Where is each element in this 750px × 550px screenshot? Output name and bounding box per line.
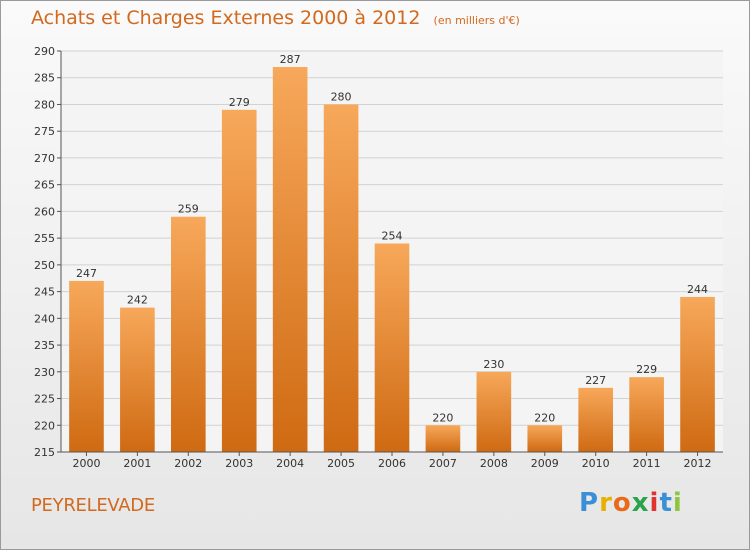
bar-2004 [272, 67, 308, 452]
y-tick-label: 260 [34, 205, 55, 218]
bar-2005 [323, 104, 359, 452]
logo-letter: x [631, 488, 650, 518]
y-tick-label: 270 [34, 152, 55, 165]
bar-2003 [221, 109, 257, 453]
proxiti-logo: Proxiti [579, 488, 683, 518]
logo-letter: i [672, 488, 683, 518]
x-tick-label-2003: 2003 [225, 457, 253, 470]
y-tick-label: 235 [34, 339, 55, 352]
y-tick-label: 240 [34, 312, 55, 325]
bar-2010 [578, 387, 614, 452]
y-tick-label: 220 [34, 419, 55, 432]
y-tick-label: 245 [34, 286, 55, 299]
x-tick-label-2010: 2010 [582, 457, 610, 470]
chart-title: Achats et Charges Externes 2000 à 2012 [31, 7, 421, 29]
x-tick-label-2000: 2000 [72, 457, 100, 470]
data-label-2012: 244 [687, 283, 708, 296]
x-tick-label-2006: 2006 [378, 457, 406, 470]
x-tick-label-2008: 2008 [480, 457, 508, 470]
y-tick-label: 230 [34, 366, 55, 379]
commune-name: PEYRELEVADE [31, 495, 155, 516]
bar-2002 [170, 216, 206, 452]
bar-2001 [120, 307, 155, 452]
data-label-2002: 259 [178, 203, 199, 216]
data-label-2000: 247 [76, 267, 97, 280]
data-label-2004: 287 [280, 53, 301, 66]
logo-letter: P [579, 488, 600, 518]
y-tick-label: 280 [34, 98, 55, 111]
y-tick-label: 250 [34, 259, 55, 272]
y-tick-label: 290 [34, 45, 55, 58]
x-tick-label-2009: 2009 [531, 457, 559, 470]
chart-subtitle: (en milliers d'€) [433, 14, 520, 27]
logo-letter: t [659, 488, 673, 518]
data-label-2001: 242 [127, 294, 148, 307]
y-tick-label: 275 [34, 125, 55, 138]
logo-letter: i [649, 488, 660, 518]
x-tick-label-2001: 2001 [123, 457, 151, 470]
data-label-2007: 220 [432, 411, 453, 424]
logo-letter: o [612, 488, 632, 518]
y-tick-label: 225 [34, 393, 55, 406]
bar-2011 [629, 377, 664, 452]
y-tick-label: 265 [34, 179, 55, 192]
x-tick-label-2012: 2012 [684, 457, 712, 470]
data-label-2011: 229 [636, 363, 657, 376]
data-label-2009: 220 [534, 411, 555, 424]
y-tick-label: 255 [34, 232, 55, 245]
data-label-2005: 280 [331, 90, 352, 103]
y-tick-label: 215 [34, 446, 55, 459]
x-tick-label-2004: 2004 [276, 457, 304, 470]
logo-letter: r [599, 488, 613, 518]
y-tick-label: 285 [34, 72, 55, 85]
bar-2009 [527, 425, 563, 452]
data-label-2008: 230 [483, 358, 504, 371]
x-tick-label-2002: 2002 [174, 457, 202, 470]
bars: 247 242 259 279 287 280 254 220 230 220 227 229 244 [69, 53, 715, 453]
x-tick-label-2005: 2005 [327, 457, 355, 470]
bar-2008 [476, 371, 512, 452]
data-label-2006: 254 [382, 229, 403, 242]
axes: 215 220 225 230 235 240 245 250 255 260 265 270 275 2… [34, 45, 723, 470]
bar-2012 [680, 296, 715, 452]
bar-2007 [425, 425, 461, 452]
data-label-2010: 227 [585, 374, 606, 387]
bar-2006 [374, 243, 410, 452]
bar-2000 [69, 280, 104, 452]
x-tick-label-2011: 2011 [633, 457, 661, 470]
title-row: Achats et Charges Externes 2000 à 2012 (… [31, 7, 520, 29]
data-label-2003: 279 [229, 96, 250, 109]
x-tick-label-2007: 2007 [429, 457, 457, 470]
